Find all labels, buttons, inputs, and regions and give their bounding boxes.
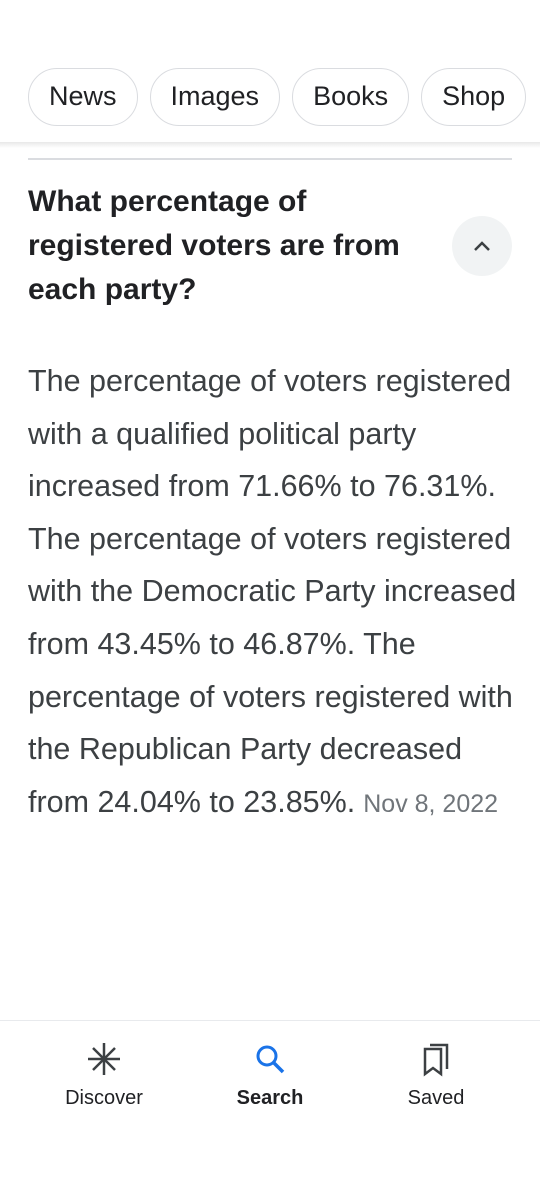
tab[interactable]: Books: [292, 68, 410, 126]
saved-icon: [423, 1043, 449, 1077]
search-icon: [256, 1045, 285, 1074]
answer-date: Nov 8, 2022: [363, 789, 499, 818]
answer-text: The percentage of voters registered with…: [28, 364, 517, 819]
nav-item[interactable]: Search: [200, 1039, 340, 1110]
nav-label: Search: [236, 1087, 304, 1109]
nav-item[interactable]: Discover: [34, 1039, 174, 1110]
tab[interactable]: News: [28, 68, 138, 126]
shadow: [0, 142, 540, 148]
chevron-icon: [474, 241, 490, 251]
nav-label: Discover: [65, 1087, 143, 1109]
divider: [28, 158, 512, 160]
tab-row: News Images Books Shop: [28, 68, 527, 126]
collapse-button[interactable]: [452, 216, 512, 276]
bottom-nav: Discover Search Saved: [0, 1020, 540, 1201]
nav-label: Saved: [407, 1087, 465, 1109]
tab[interactable]: Images: [149, 68, 281, 126]
answer: The percentage of voters registered with…: [28, 355, 518, 830]
nav-item[interactable]: Saved: [366, 1039, 506, 1110]
tab[interactable]: Shop: [421, 68, 527, 126]
question[interactable]: What percentage of registered voters are…: [28, 185, 400, 306]
discover-icon: [88, 1043, 120, 1075]
